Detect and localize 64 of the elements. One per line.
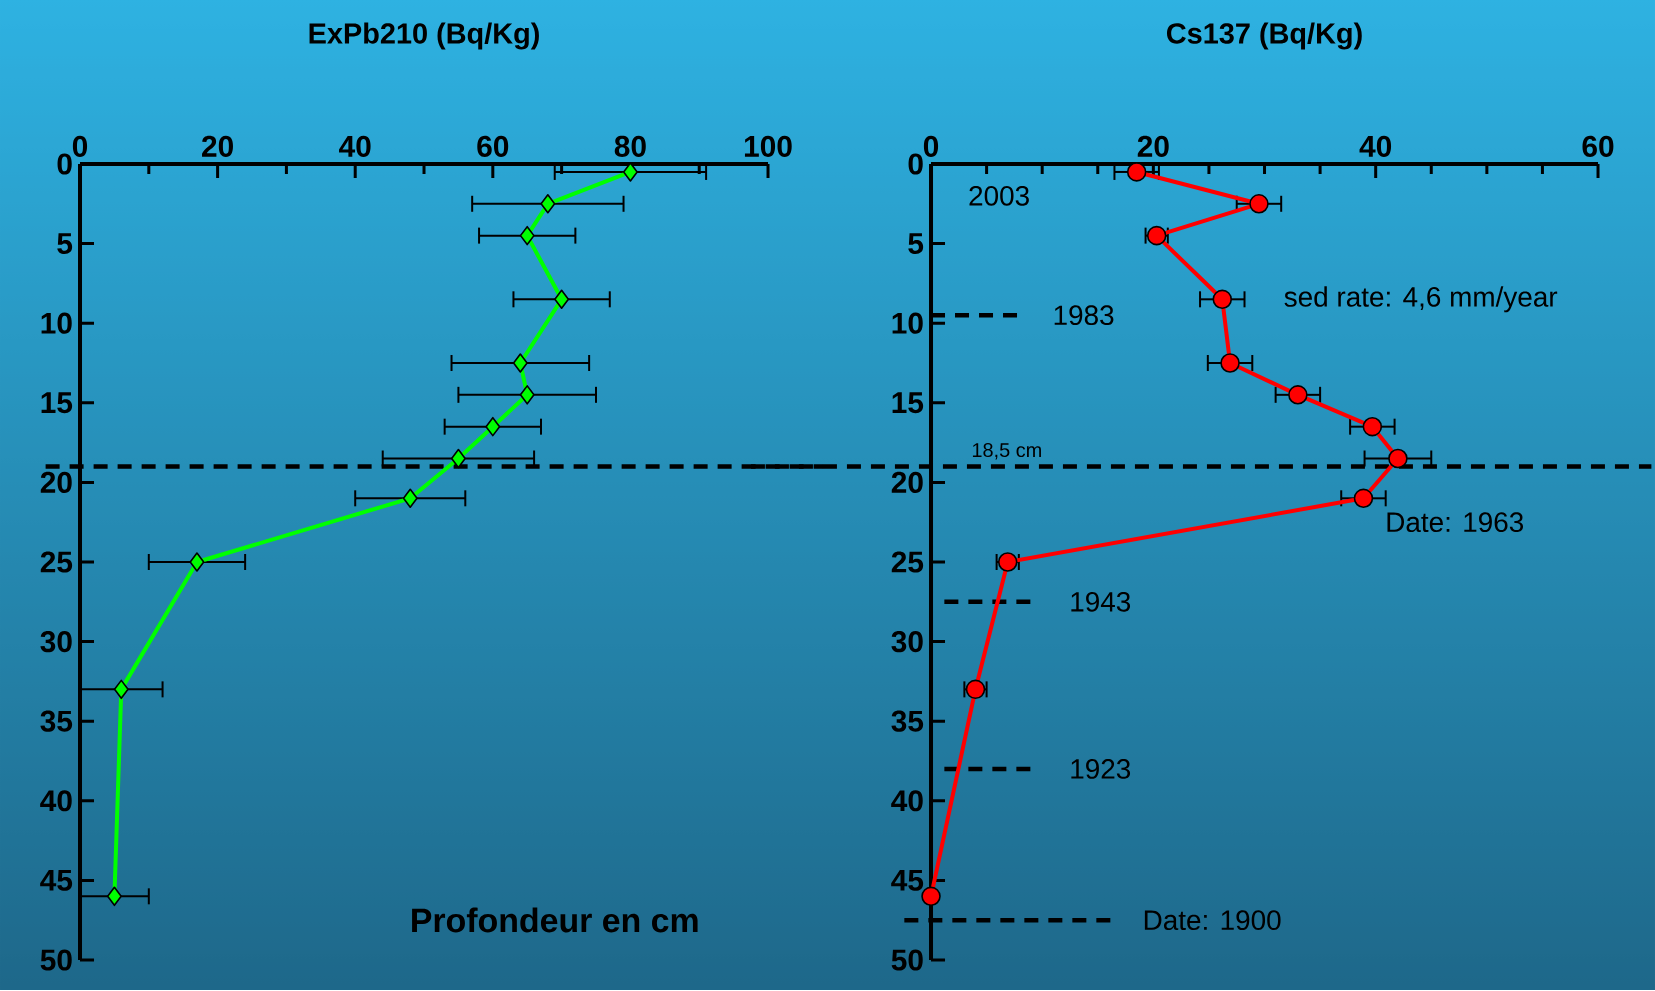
y-tick-label: 50	[891, 949, 923, 971]
x-tick-label: 0	[72, 135, 88, 157]
point	[519, 225, 535, 246]
y-axis-title: Profondeur en cm	[412, 907, 698, 933]
y-tick-label: 35	[40, 710, 73, 732]
y-tick-label: 50	[40, 949, 72, 971]
x-tick-label: 60	[1582, 135, 1614, 157]
y-tick-label: 45	[40, 869, 73, 891]
annotation: 1923	[1071, 759, 1131, 779]
annotation: 2003	[969, 185, 1029, 206]
point	[512, 353, 528, 373]
point	[622, 162, 638, 182]
y-tick-label: 35	[891, 710, 924, 732]
x-tick-label: 40	[339, 135, 371, 157]
point	[1249, 194, 1269, 214]
y-tick-label: 15	[41, 392, 73, 414]
point	[1288, 385, 1308, 405]
annotation: 1983	[1054, 305, 1114, 326]
point	[1126, 162, 1147, 182]
point	[113, 679, 129, 700]
y-tick-label: 40	[891, 790, 923, 812]
y-tick-label: 30	[891, 630, 923, 653]
y-tick-label: 0	[908, 153, 923, 175]
y-tick-label: 0	[57, 153, 72, 175]
annotation: 1943	[1071, 591, 1131, 612]
x-tick-label: 0	[923, 135, 939, 157]
y-tick-label: 25	[40, 551, 73, 573]
point	[921, 886, 941, 907]
ref-line-label: 18,5 cm	[972, 442, 1041, 460]
y-tick-label: 40	[40, 790, 72, 812]
y-tick-label: 20	[40, 471, 72, 493]
point	[554, 289, 570, 310]
y-tick-label: 30	[40, 630, 72, 653]
x-tick-label: 100	[744, 135, 792, 157]
y-tick-label: 5	[57, 233, 73, 254]
point	[402, 488, 418, 509]
y-tick-label: 45	[891, 869, 924, 891]
x-tick-label: 40	[1359, 135, 1392, 157]
y-tick-label: 25	[891, 551, 924, 573]
point	[485, 416, 501, 437]
annotation: Date: 1900	[1144, 910, 1281, 931]
point	[1212, 289, 1233, 310]
point	[540, 194, 556, 214]
point	[519, 385, 535, 405]
y-tick-label: 10	[892, 312, 923, 334]
point	[1353, 488, 1374, 509]
x-tick-label: 60	[477, 135, 509, 157]
x-tick-label: 20	[1137, 135, 1169, 157]
x-tick-label: 20	[202, 135, 233, 157]
y-tick-label: 15	[892, 392, 924, 414]
chart-title: ExPb210 (Bq/Kg)	[309, 22, 539, 50]
point	[189, 552, 205, 572]
point	[1388, 448, 1408, 469]
point	[1220, 353, 1240, 373]
annotation: Date: 1963	[1387, 512, 1524, 533]
chart-title: Cs137 (Bq/Kg)	[1166, 22, 1362, 50]
x-tick-label: 80	[614, 135, 646, 157]
point	[106, 886, 122, 907]
point	[450, 448, 466, 469]
y-tick-label: 20	[891, 471, 923, 493]
point	[1362, 416, 1383, 437]
y-tick-label: 5	[908, 233, 924, 254]
y-tick-label: 10	[41, 312, 72, 334]
annotation: sed rate: 4,6 mm/year	[1284, 286, 1558, 313]
